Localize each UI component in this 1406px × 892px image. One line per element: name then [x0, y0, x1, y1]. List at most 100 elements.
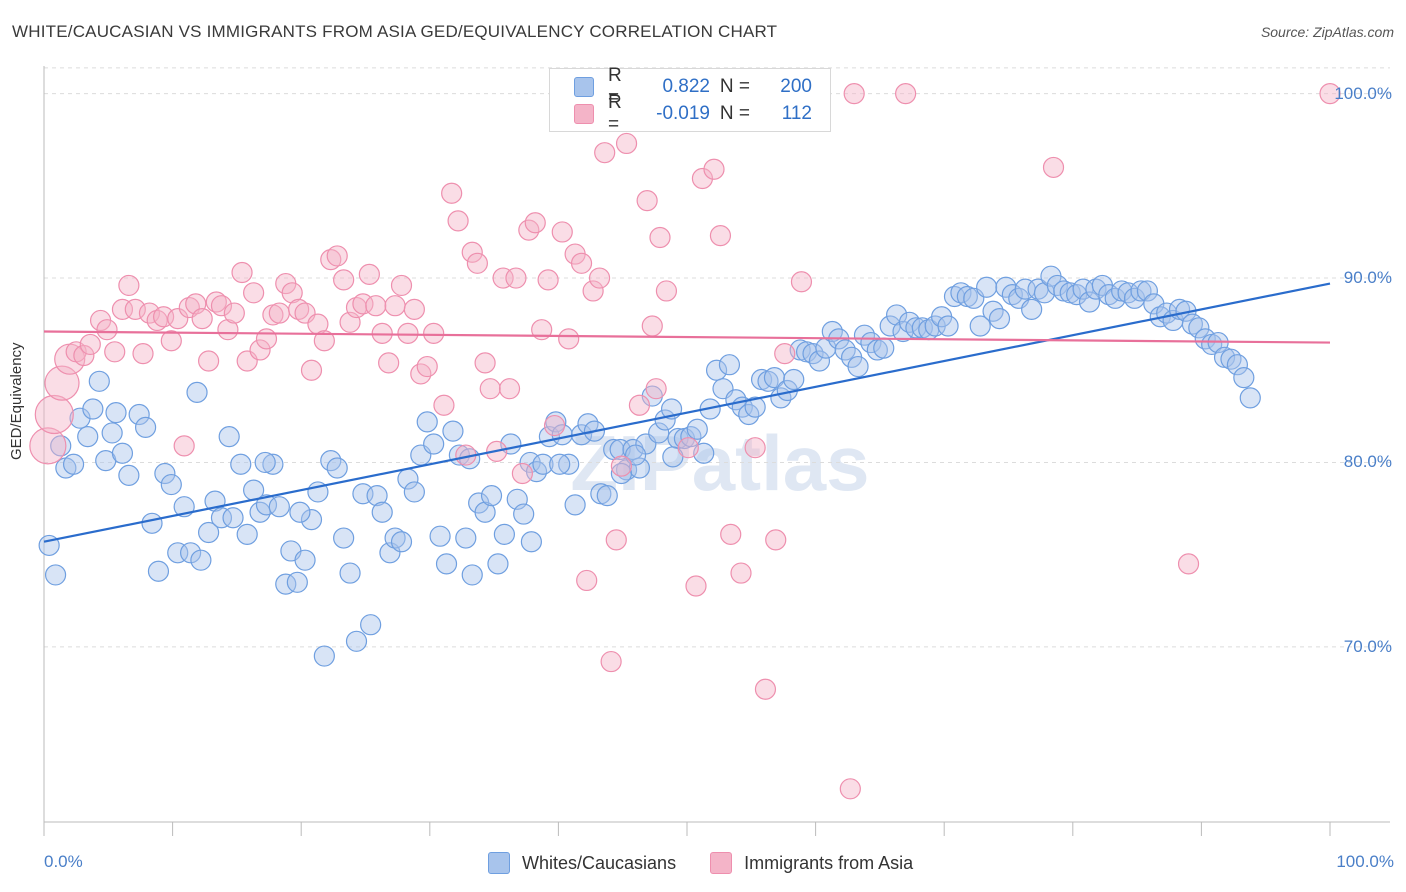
- data-point: [976, 276, 998, 298]
- data-point: [218, 426, 240, 448]
- data-point: [730, 562, 752, 584]
- data-point: [886, 304, 908, 326]
- data-point: [969, 315, 991, 337]
- data-point: [1177, 553, 1200, 575]
- data-point: [705, 359, 728, 381]
- data-point: [754, 678, 777, 700]
- data-point: [641, 315, 663, 337]
- data-point: [655, 280, 678, 302]
- data-point: [390, 531, 413, 553]
- data-point: [622, 438, 644, 461]
- data-point: [423, 433, 445, 455]
- data-point: [600, 650, 622, 673]
- series-legend-item-asia[interactable]: Immigrants from Asia: [710, 852, 913, 874]
- data-point: [79, 333, 101, 356]
- data-point: [249, 339, 271, 361]
- data-point: [198, 521, 220, 544]
- data-point: [82, 398, 104, 420]
- data-point: [757, 370, 779, 392]
- data-point: [493, 523, 515, 545]
- data-point: [124, 298, 146, 320]
- data-point: [898, 311, 921, 333]
- data-point: [511, 462, 533, 485]
- chart-title: WHITE/CAUCASIAN VS IMMIGRANTS FROM ASIA …: [12, 22, 778, 41]
- data-point: [236, 523, 258, 545]
- data-point: [628, 394, 651, 416]
- data-point: [134, 416, 157, 439]
- data-point: [558, 328, 580, 350]
- data-point: [790, 271, 813, 293]
- data-point: [403, 481, 425, 503]
- data-point: [88, 370, 110, 392]
- data-point: [416, 355, 438, 378]
- data-point: [435, 553, 458, 575]
- series-legend-label-asia: Immigrants from Asia: [744, 852, 914, 873]
- data-point: [326, 457, 348, 479]
- data-point: [104, 341, 126, 363]
- data-point: [118, 274, 140, 297]
- legend-n-value: 112: [781, 103, 812, 124]
- data-point: [466, 252, 488, 274]
- data-point: [73, 344, 95, 367]
- data-point: [390, 274, 413, 297]
- data-point: [718, 354, 741, 376]
- data-point: [624, 444, 647, 466]
- data-point: [636, 190, 658, 212]
- series-legend-item-whites[interactable]: Whites/Caucasians: [488, 852, 676, 874]
- data-point: [254, 451, 276, 474]
- data-point: [1319, 83, 1341, 105]
- data-point: [320, 249, 342, 271]
- data-point: [520, 531, 542, 553]
- data-point: [186, 381, 208, 403]
- data-point: [190, 549, 212, 571]
- data-point: [160, 473, 182, 496]
- data-point: [847, 355, 869, 378]
- data-point: [416, 411, 438, 433]
- data-point: [378, 352, 400, 374]
- data-point: [645, 378, 667, 400]
- data-point: [29, 427, 67, 465]
- data-point: [429, 525, 451, 547]
- data-point: [180, 542, 202, 564]
- data-point: [147, 560, 170, 582]
- data-point: [360, 614, 382, 636]
- data-point: [101, 422, 123, 444]
- data-point: [610, 462, 633, 485]
- data-point: [333, 269, 355, 291]
- data-point: [895, 83, 917, 105]
- legend-n-value: 200: [780, 76, 812, 97]
- data-point: [128, 403, 150, 426]
- data-point: [576, 569, 598, 592]
- data-point: [300, 359, 323, 381]
- data-point: [691, 167, 714, 190]
- data-point: [843, 83, 865, 105]
- legend-n-label: N =: [719, 76, 750, 97]
- x-tick-label-max: 100.0%: [1336, 852, 1394, 871]
- data-point: [1181, 313, 1203, 335]
- data-point: [62, 453, 85, 475]
- data-point: [662, 446, 684, 468]
- data-point: [937, 315, 959, 337]
- data-point: [564, 494, 586, 516]
- source-label: Source: ZipAtlas.com: [1260, 24, 1394, 40]
- data-point: [474, 501, 496, 523]
- data-point: [513, 503, 535, 525]
- data-point: [558, 453, 580, 475]
- trend-line: [43, 282, 1331, 543]
- data-point: [487, 553, 509, 575]
- data-point: [950, 282, 972, 304]
- data-point: [492, 267, 514, 289]
- data-point: [371, 501, 393, 523]
- data-point: [1078, 291, 1101, 313]
- data-point: [588, 267, 611, 289]
- data-point: [289, 501, 311, 523]
- data-point: [649, 226, 671, 249]
- data-point: [105, 402, 127, 424]
- y-tick-label: 80.0%: [1343, 452, 1392, 472]
- data-point: [582, 280, 604, 302]
- data-point: [615, 132, 638, 155]
- data-point: [1239, 387, 1261, 409]
- trend-line: [43, 330, 1331, 344]
- data-point: [288, 298, 310, 320]
